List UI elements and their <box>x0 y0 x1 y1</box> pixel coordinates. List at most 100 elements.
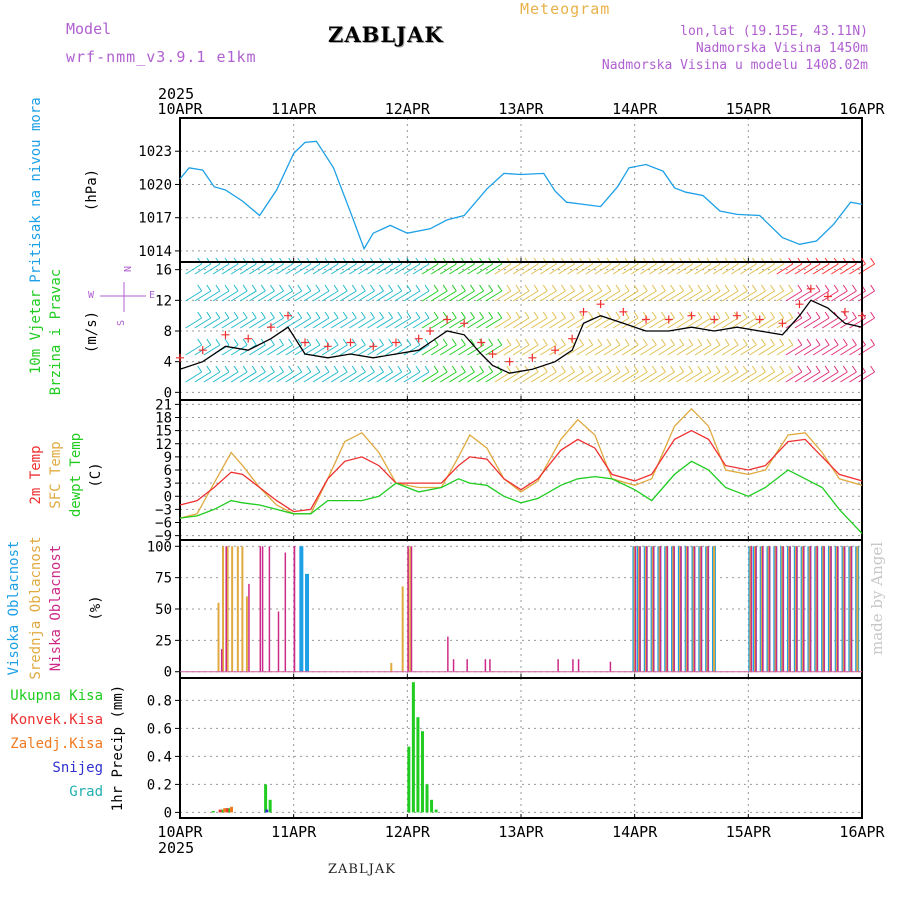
wind-barb-flag <box>524 338 530 346</box>
wind-barb <box>239 317 257 329</box>
cloud-bar <box>796 546 798 672</box>
wind-barb-flag <box>697 284 703 292</box>
wind-barb-flag <box>779 311 785 319</box>
wind-barb <box>694 290 712 302</box>
wind-barb <box>676 344 693 356</box>
wind-barb <box>685 371 703 383</box>
ytick-label: 0 <box>164 385 172 401</box>
wind-barb <box>858 371 875 383</box>
wind-gust-marker <box>528 353 537 362</box>
precip-bar <box>407 746 411 813</box>
wind-barb-flag <box>488 365 494 373</box>
wind-barb <box>858 263 875 275</box>
cloud-bar <box>646 546 648 672</box>
wind-gust-marker <box>642 315 651 324</box>
pressure-line <box>179 140 863 251</box>
wind-barb-flag <box>606 338 612 346</box>
wind-barb <box>512 317 530 329</box>
wind-barb-flag <box>415 365 421 373</box>
wind-barb-flag <box>488 284 494 292</box>
wind-barb <box>203 290 221 302</box>
wind-barb <box>303 317 321 329</box>
precip-bar <box>420 731 424 813</box>
wind-barb-flag <box>651 365 657 373</box>
wind-barb <box>203 317 221 329</box>
wind-barb <box>703 371 721 383</box>
wind-barb <box>712 371 730 383</box>
wind-barb-flag <box>433 311 439 319</box>
cloud-bar <box>609 661 612 672</box>
cloud-bar <box>693 546 696 672</box>
wind-barb <box>276 263 293 275</box>
wind-barb-flag <box>615 311 621 319</box>
wind-barb <box>494 317 512 329</box>
wind-barb-flag <box>470 338 475 346</box>
wind-barb-flag <box>570 284 575 292</box>
cloud-bar <box>652 546 655 672</box>
wind-barb <box>758 317 775 329</box>
wind-barb <box>312 317 330 329</box>
wind-barb <box>376 317 393 329</box>
wind-barb <box>685 263 703 275</box>
wind-barb-flag <box>779 365 785 373</box>
cloud-bar <box>651 546 654 672</box>
wind-barb <box>349 263 366 275</box>
wind-gust-marker <box>505 357 514 366</box>
precip-legend-item: Konvek.Kisa <box>10 712 103 728</box>
wind-barb <box>658 290 675 302</box>
wind-barb <box>603 371 621 383</box>
year-top-label: 2025 <box>158 85 194 103</box>
wind-barb <box>358 263 375 275</box>
wind-barb <box>258 290 275 302</box>
wind-barb <box>385 317 403 329</box>
wind-barb <box>503 371 521 383</box>
cloud-bar <box>822 546 825 672</box>
wind-barb <box>367 371 384 383</box>
wind-barb <box>740 263 757 275</box>
wind-barb <box>430 344 448 356</box>
wind-barb-flag <box>533 365 539 373</box>
wind-barb-flag <box>870 311 876 319</box>
wind-barb-flag <box>497 338 503 346</box>
model-elevation-label: Nadmorska Visina u modelu 1408.02m <box>601 58 868 73</box>
wind-barb-flag <box>815 311 821 319</box>
wind-barb-flag <box>433 284 439 292</box>
wind-barb-flag <box>661 284 666 292</box>
wind-barb <box>521 263 539 275</box>
wind-barb-flag <box>360 284 366 292</box>
precip-legend-item: Snijeg <box>52 760 103 776</box>
wind-barb <box>630 344 648 356</box>
wind-barb <box>612 290 630 302</box>
cloud-bar <box>638 546 641 672</box>
wind-barb <box>367 263 384 275</box>
wind-barb <box>749 344 766 356</box>
wind-barb-flag <box>633 311 639 319</box>
wind-barb-flag <box>851 365 857 373</box>
wind-barb <box>294 263 312 275</box>
precip-bar <box>218 809 222 813</box>
cloud-bar <box>836 546 839 672</box>
wind-barb-flag <box>533 284 539 292</box>
wind-barb <box>621 371 639 383</box>
wind-barb <box>476 290 493 302</box>
wind-barb <box>767 317 784 329</box>
wind-barb <box>731 317 748 329</box>
wind-barb-flag <box>197 311 203 319</box>
wind-barb <box>249 344 266 356</box>
ytick-label: 0.8 <box>147 693 172 709</box>
wind-barb <box>712 344 730 356</box>
wind-barb-flag <box>715 311 721 319</box>
precip-bar <box>411 682 415 813</box>
wind-barb <box>521 317 539 329</box>
wind-barb <box>185 290 202 302</box>
wind-barb-flag <box>224 365 230 373</box>
wind-barb <box>649 344 666 356</box>
wind-barb-flag <box>597 284 603 292</box>
wind-gust-marker <box>840 307 849 316</box>
wind-barb <box>840 290 857 302</box>
wind-barb-flag <box>642 284 648 292</box>
wind-barb-flag <box>306 365 312 373</box>
wind-barb-flag <box>406 338 412 346</box>
cloud-bar <box>816 546 819 672</box>
